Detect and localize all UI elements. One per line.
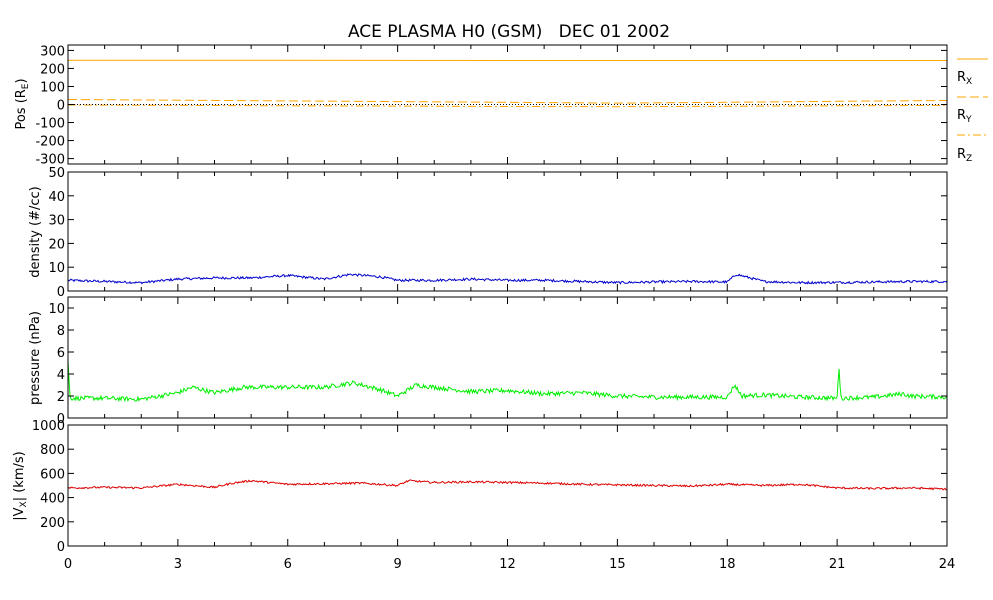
density-frame xyxy=(67,171,948,292)
y-tick-label: 8 xyxy=(57,324,65,339)
legend-rx-main: R xyxy=(957,70,966,85)
pressure-series-group xyxy=(67,360,948,403)
x-tick-label: 12 xyxy=(499,557,516,572)
y-tick-label: 600 xyxy=(40,467,65,482)
position-series-line-1 xyxy=(67,99,948,104)
density-panel: 0 10 20 30 40 50 density (#/cc) xyxy=(28,166,948,300)
time-x-ticks: 0 3 6 9 12 15 18 21 24 xyxy=(64,557,955,572)
pressure-y-label: pressure (nPa) xyxy=(28,311,43,405)
x-tick-label: 15 xyxy=(609,557,626,572)
position-y-ticks: -300 -200 -100 0 100 200 300 xyxy=(35,44,948,168)
y-tick-label: 1000 xyxy=(32,419,65,434)
y-tick-label: 0 xyxy=(57,412,65,427)
speed-y-label-post: | (km/s) xyxy=(12,451,27,501)
y-tick-label: 0 xyxy=(57,285,65,300)
legend-ry-sub: Y xyxy=(965,115,972,125)
x-tick-label: 24 xyxy=(939,557,956,572)
density-series-group xyxy=(67,273,948,285)
y-tick-label: 800 xyxy=(40,443,65,458)
legend-rx-label: RX xyxy=(957,70,972,87)
density-series-line-0 xyxy=(67,273,948,285)
speed-y-ticks: 0 200 400 600 800 1000 xyxy=(32,419,948,555)
speed-frame xyxy=(67,424,948,547)
speed-panel: 0 200 400 600 800 1000 0 3 6 9 12 15 18 21 24 |VX| (k… xyxy=(12,419,955,572)
position-y-label-sub: E xyxy=(21,83,31,89)
y-tick-label: 400 xyxy=(40,492,65,507)
density-y-ticks: 0 10 20 30 40 50 xyxy=(48,166,948,300)
y-tick-label: 6 xyxy=(57,346,65,361)
legend-ry-label: RY xyxy=(957,108,972,125)
y-tick-label: 4 xyxy=(57,368,65,383)
speed-series-line-0 xyxy=(67,479,948,491)
legend-rz-label: RZ xyxy=(957,147,972,164)
position-y-label: Pos (RE) xyxy=(14,78,31,129)
position-y-label-main: Pos (R xyxy=(14,89,29,129)
x-tick-label: 21 xyxy=(829,557,846,572)
x-tick-label: 0 xyxy=(64,557,72,572)
position-legend: RX RY RZ xyxy=(957,58,988,164)
position-series-line-2 xyxy=(67,104,948,108)
y-tick-label: 300 xyxy=(40,44,65,59)
y-tick-label: 2 xyxy=(57,390,65,405)
x-tick-label: 18 xyxy=(719,557,736,572)
y-tick-label: 200 xyxy=(40,516,65,531)
y-tick-label: -300 xyxy=(35,153,65,168)
y-tick-label: -100 xyxy=(35,117,65,132)
speed-y-label-pre: |V xyxy=(12,507,27,520)
position-series-group xyxy=(67,59,948,108)
y-tick-label: 10 xyxy=(48,261,65,276)
y-tick-label: 50 xyxy=(48,166,65,181)
pressure-y-ticks: 0 2 4 6 8 10 xyxy=(48,297,948,427)
y-tick-label: 100 xyxy=(40,80,65,95)
speed-series-group xyxy=(67,479,948,491)
x-tick-label: 9 xyxy=(393,557,401,572)
y-tick-label: -200 xyxy=(35,135,65,150)
legend-rz-main: R xyxy=(957,147,966,162)
legend-rx-sub: X xyxy=(966,77,972,87)
x-tick-label: 3 xyxy=(174,557,182,572)
density-y-label: density (#/cc) xyxy=(28,186,43,278)
pressure-series-line-0 xyxy=(67,360,948,403)
pressure-panel: 0 2 4 6 8 10 pressure (nPa) xyxy=(28,296,948,427)
y-tick-label: 30 xyxy=(48,214,65,229)
y-tick-label: 200 xyxy=(40,62,65,77)
chart-title: ACE PLASMA H0 (GSM) DEC 01 2002 xyxy=(348,22,670,42)
x-tick-label: 6 xyxy=(284,557,292,572)
y-tick-label: 10 xyxy=(48,302,65,317)
y-tick-label: 40 xyxy=(48,190,65,205)
y-tick-label: 20 xyxy=(48,237,65,252)
position-y-label-tail: ) xyxy=(14,78,29,83)
legend-ry-main: R xyxy=(957,108,966,123)
legend-rz-sub: Z xyxy=(966,154,972,164)
speed-y-label-sub: X xyxy=(19,501,29,507)
y-tick-label: 0 xyxy=(57,99,65,114)
speed-y-label: |VX| (km/s) xyxy=(12,451,29,520)
y-tick-label: 0 xyxy=(57,540,65,555)
